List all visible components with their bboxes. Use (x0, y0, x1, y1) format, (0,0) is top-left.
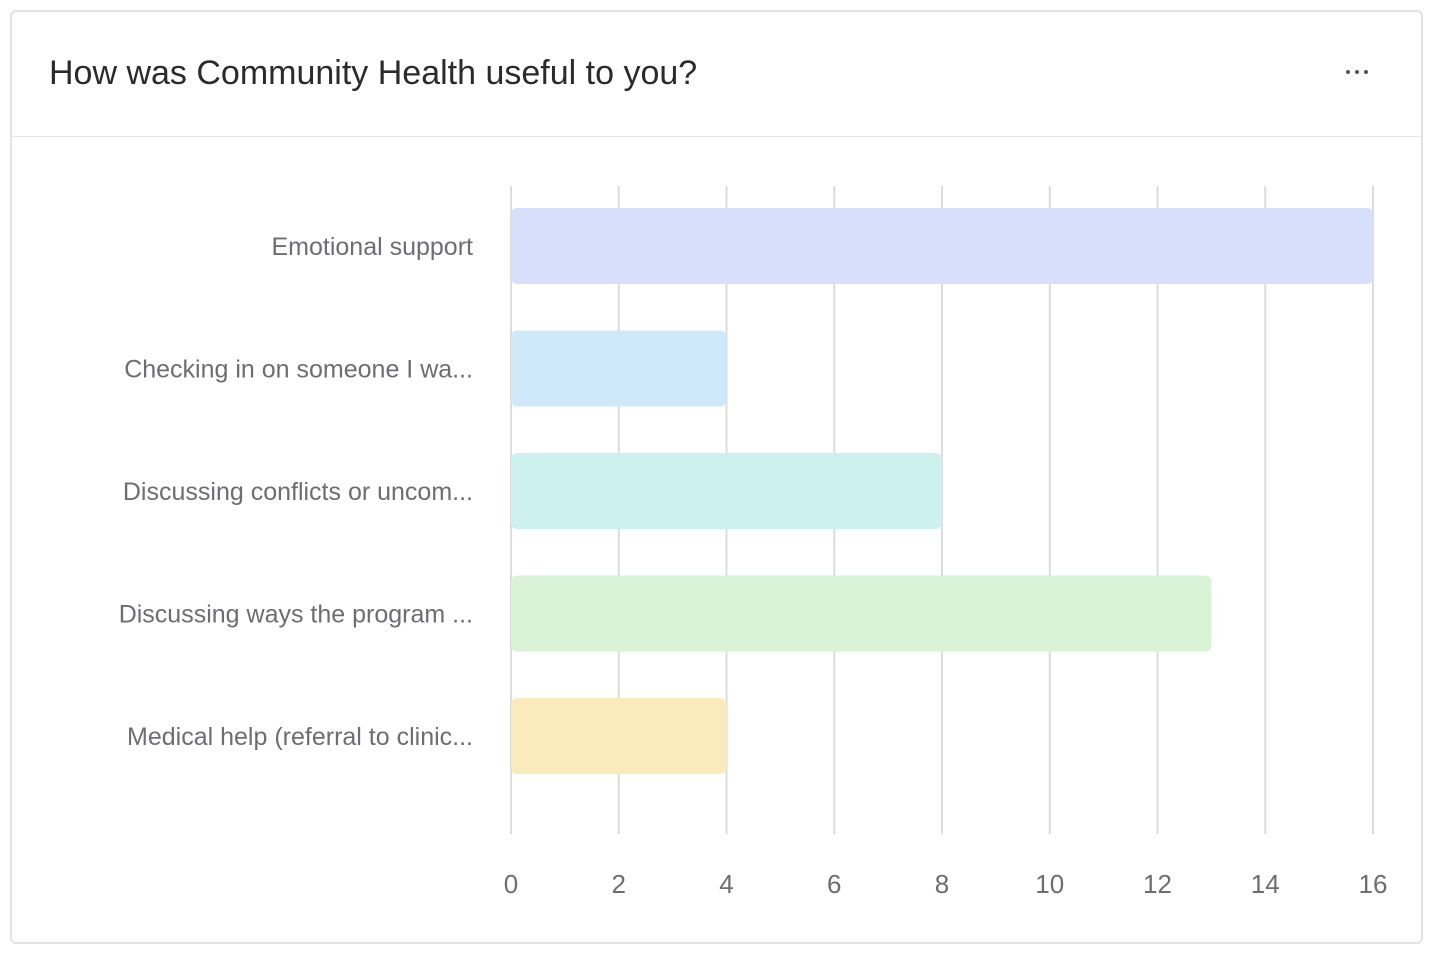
x-tick-label: 0 (504, 869, 518, 899)
more-options-icon[interactable] (1333, 52, 1381, 92)
bar[interactable] (511, 208, 1373, 284)
more-dot (1364, 70, 1368, 74)
x-tick-label: 10 (1035, 869, 1064, 899)
x-tick-label: 16 (1359, 869, 1388, 899)
bar[interactable] (511, 575, 1212, 652)
x-tick-label: 2 (612, 869, 626, 899)
card-header: How was Community Health useful to you? (12, 12, 1421, 137)
x-tick-label: 4 (719, 869, 733, 899)
category-label: Medical help (referral to clinic... (127, 723, 473, 751)
category-label: Emotional support (271, 233, 473, 261)
x-tick-label: 8 (935, 869, 949, 899)
bar[interactable] (511, 453, 942, 529)
bar[interactable] (511, 330, 727, 407)
more-dot (1346, 70, 1350, 74)
chart-title: How was Community Health useful to you? (49, 54, 698, 92)
category-label: Discussing ways the program ... (119, 601, 473, 629)
x-tick-label: 12 (1143, 869, 1172, 899)
x-tick-label: 6 (827, 869, 841, 899)
bar[interactable] (511, 698, 727, 774)
category-label: Checking in on someone I wa... (124, 356, 473, 384)
more-dot (1355, 70, 1359, 74)
category-label: Discussing conflicts or uncom... (123, 478, 473, 506)
x-tick-label: 14 (1251, 869, 1280, 899)
